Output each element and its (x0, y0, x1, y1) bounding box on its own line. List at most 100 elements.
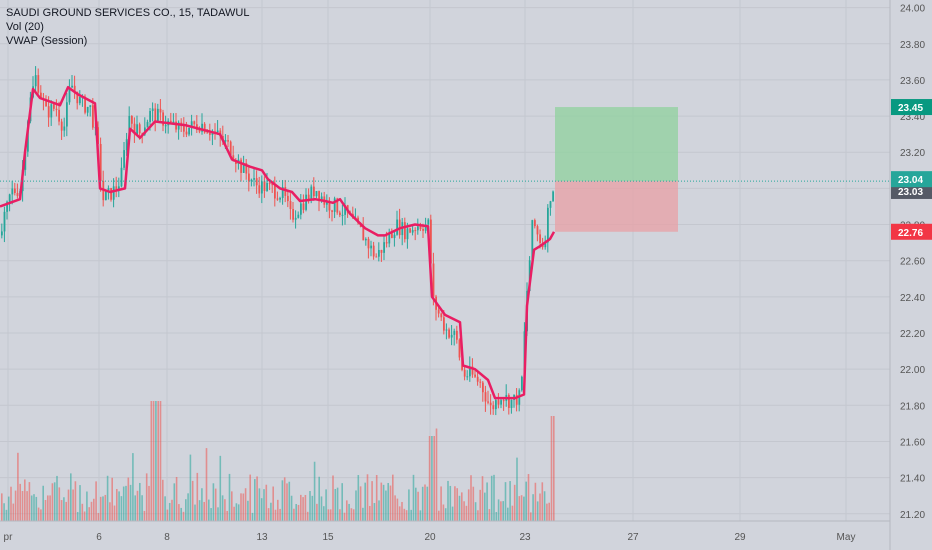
volume-bar (325, 489, 327, 521)
volume-bar (221, 495, 224, 521)
volume-bar (17, 452, 19, 521)
candle-body (515, 394, 518, 405)
volume-bar (288, 481, 291, 521)
volume-bar (412, 474, 415, 521)
volume-bar (173, 483, 176, 521)
volume-bar (553, 416, 555, 521)
volume-bar (398, 506, 401, 521)
volume-bar (454, 486, 456, 521)
candle-body (45, 99, 47, 107)
candle-body (164, 125, 167, 127)
candle-body (479, 381, 482, 383)
candle-body (263, 181, 266, 191)
volume-bar (428, 436, 431, 521)
volume-bar (267, 508, 270, 521)
candle-body (422, 229, 424, 231)
candle-body (120, 167, 123, 187)
candle-body (539, 234, 541, 244)
volume-bar (19, 483, 21, 521)
candle-body (289, 201, 292, 210)
volume-bar (329, 509, 332, 521)
volume-bar (350, 508, 353, 521)
symbol-title[interactable]: SAUDI GROUND SERVICES CO., 15, TADAWUL (6, 7, 250, 19)
volume-bar (49, 495, 51, 521)
candle-body (209, 132, 211, 135)
volume-bar (550, 416, 553, 521)
candle-body (497, 400, 500, 405)
candle-body (110, 188, 112, 200)
candle-body (253, 178, 255, 180)
volume-bar (143, 510, 146, 521)
volume-bar (424, 484, 426, 521)
candle-body (396, 219, 398, 235)
candle-body (448, 329, 450, 338)
candle-body (125, 139, 128, 151)
volume-bar (28, 482, 31, 521)
candle-body (255, 178, 258, 186)
volume-bar (318, 476, 320, 521)
volume-bar (12, 503, 15, 521)
candle-body (99, 143, 102, 181)
candle-body (531, 220, 534, 261)
volume-bar (369, 505, 371, 521)
volume-bar (42, 485, 44, 521)
candle-body (193, 121, 196, 125)
candle-body (385, 242, 388, 244)
candle-body (320, 196, 323, 201)
volume-bar (539, 493, 541, 521)
candle-body (170, 120, 172, 122)
volume-bar (116, 488, 118, 521)
candle-body (136, 124, 138, 135)
candle-body (206, 132, 209, 134)
time-axis[interactable]: pr 6 8 13 15 20 23 27 29 May (0, 520, 890, 543)
volume-bar (500, 501, 502, 521)
volume-indicator-label[interactable]: Vol (20) (6, 21, 44, 33)
candle-body (489, 402, 492, 406)
volume-bar (336, 487, 339, 521)
candle-body (297, 214, 300, 218)
candle-body (232, 155, 235, 161)
volume-bar (306, 511, 309, 521)
volume-bar (157, 401, 159, 521)
volume-bar (346, 500, 348, 521)
candle-body (53, 104, 55, 109)
volume-bar (102, 496, 104, 521)
price-tick-label: 22.20 (900, 329, 925, 340)
volume-bar (316, 503, 318, 521)
volume-bar (281, 480, 284, 521)
volume-bar (343, 512, 346, 521)
candle-body (310, 186, 313, 201)
candle-body (536, 226, 539, 235)
candle-body (482, 382, 484, 393)
volume-bar (463, 501, 465, 521)
vwap-line (0, 85, 556, 400)
volume-bar (486, 482, 488, 521)
volume-bar (97, 512, 100, 521)
volume-bar (513, 484, 516, 521)
volume-bar (286, 483, 288, 521)
volume-bar (212, 483, 215, 521)
volume-bar (403, 508, 406, 521)
volume-bar (474, 502, 477, 521)
volume-bar (194, 504, 196, 521)
candle-body (333, 198, 336, 212)
candle-body (138, 124, 141, 134)
volume-bar (518, 496, 521, 521)
volume-bar (141, 495, 143, 521)
candle-body (437, 309, 440, 314)
candle-body (3, 211, 6, 232)
volume-bar (348, 503, 350, 521)
candle-body (466, 376, 469, 378)
volume-bar (203, 501, 205, 521)
volume-bar (258, 488, 261, 521)
volume-bar (456, 488, 458, 521)
volume-bar (382, 484, 385, 521)
vwap-indicator-label[interactable]: VWAP (Session) (6, 35, 88, 47)
volume-bar (24, 479, 26, 521)
price-tick-label: 23.80 (900, 40, 925, 51)
volume-bar (21, 490, 24, 521)
volume-bar (543, 491, 546, 521)
volume-bar (532, 494, 534, 521)
candle-body (495, 400, 497, 410)
